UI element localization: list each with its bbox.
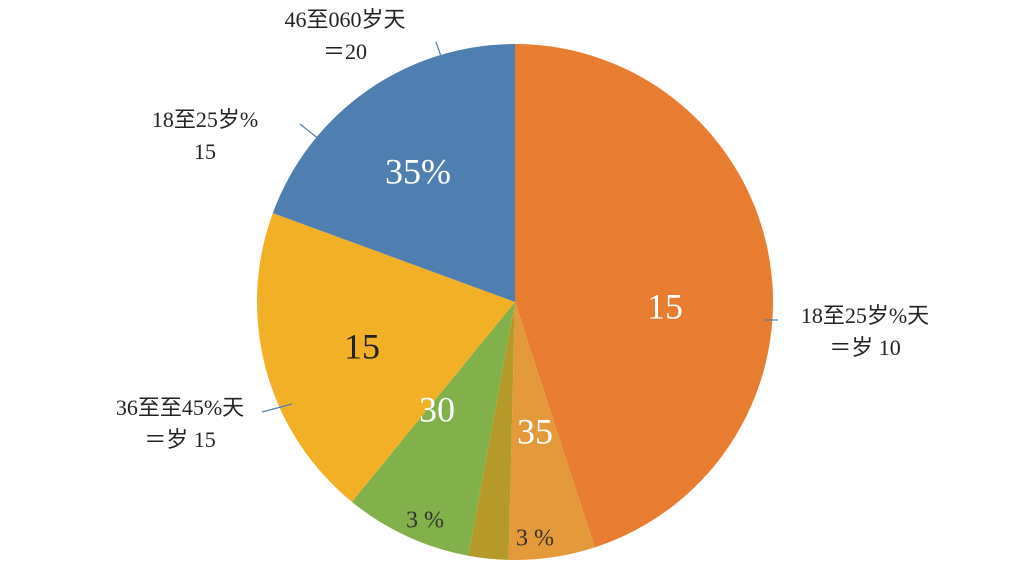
slice-value-label: 3 % [406,508,444,534]
slice-label: 15 [194,139,216,164]
leader-line [435,41,444,63]
slice-label: ＝20 [323,39,367,64]
pie-slice [257,213,515,502]
slice-label: 36至至45%天 [116,395,244,420]
leader-line [299,123,321,141]
slice-label: 18至25岁%天 [801,303,929,328]
pie-slice [272,44,515,302]
slice-value-label: 35% [385,151,451,191]
slice-value-label: 30 [419,389,455,429]
slice-value-label: 3 % [516,526,554,552]
pie-slice [351,302,515,556]
slice-value-label: 15 [647,286,683,326]
pie-slice [515,44,773,548]
slice-label: 46至060岁天 [284,7,405,32]
slice-label: 18至25岁% [152,107,258,132]
slice-value-label: 35 [517,411,553,451]
slice-label: ＝岁 15 [144,427,216,452]
pie-slice [468,302,515,560]
slice-label: ＝岁 10 [829,335,901,360]
slice-value-label: 15 [344,326,380,366]
pie-slice [508,302,595,560]
leader-line [261,403,293,413]
